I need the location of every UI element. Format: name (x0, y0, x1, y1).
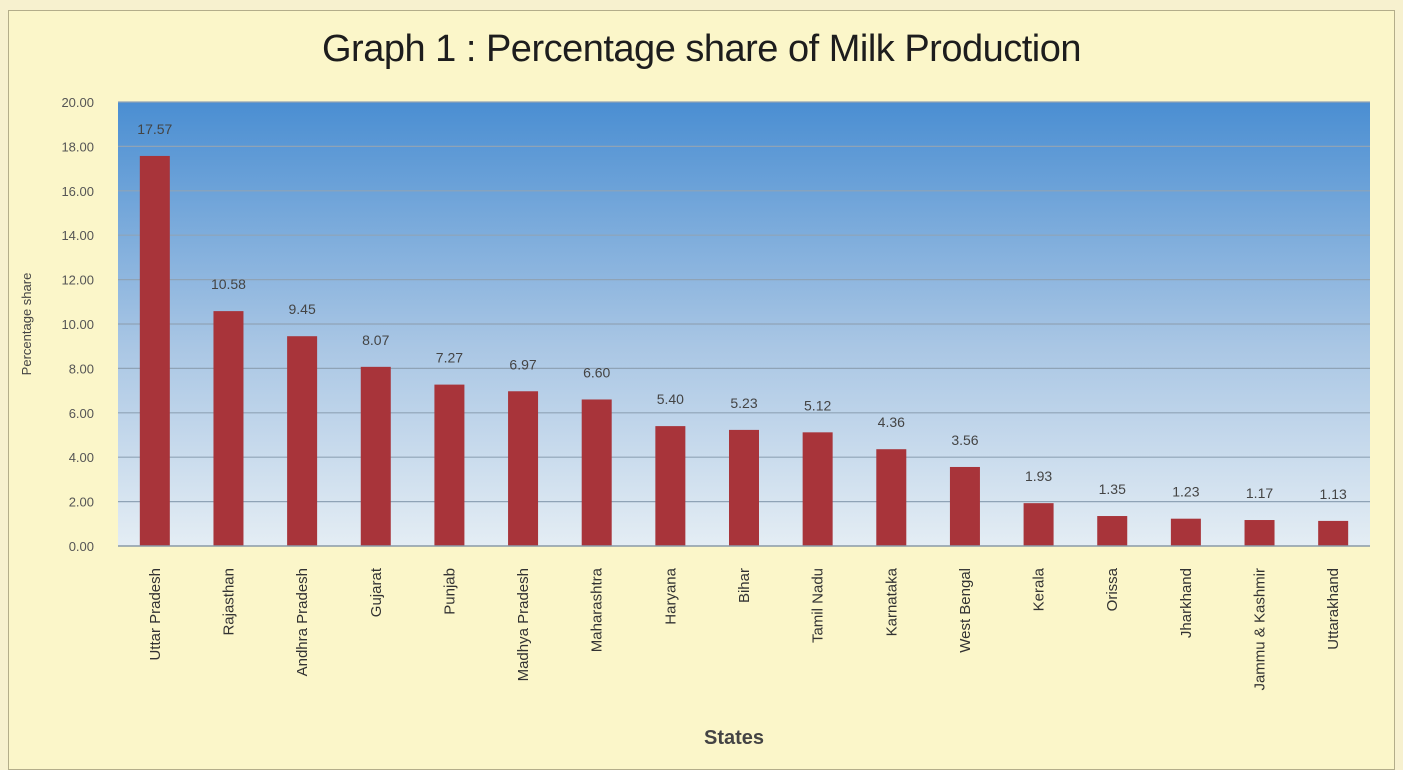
data-label: 1.17 (1246, 485, 1273, 501)
data-label: 6.97 (509, 356, 536, 372)
data-label: 5.12 (804, 397, 831, 413)
x-tick-label: Jharkhand (1178, 568, 1195, 638)
bar (729, 429, 759, 546)
x-tick-label: Haryana (662, 567, 679, 624)
data-label: 5.40 (657, 391, 684, 407)
x-tick-label: Kerala (1031, 567, 1048, 611)
bar (949, 466, 980, 546)
data-label: 5.23 (730, 395, 757, 411)
data-label: 17.57 (137, 121, 172, 137)
data-label: 7.27 (436, 350, 463, 366)
y-tick-label: 2.00 (69, 495, 94, 510)
data-label: 1.35 (1099, 481, 1126, 497)
x-tick-label: Bihar (736, 568, 753, 603)
data-label: 6.60 (583, 364, 610, 380)
data-label: 4.36 (878, 414, 905, 430)
bar (802, 432, 833, 546)
data-label: 1.93 (1025, 468, 1052, 484)
x-tick-label: Tamil Nadu (810, 568, 827, 643)
bar (876, 449, 907, 546)
data-label: 1.23 (1172, 484, 1199, 500)
bar (213, 311, 244, 546)
y-tick-label: 10.00 (61, 317, 94, 332)
bar (1170, 518, 1201, 546)
y-tick-label: 14.00 (61, 228, 94, 243)
y-tick-label: 12.00 (61, 273, 94, 288)
x-axis-ticks: Uttar Pradesh Rajasthan Andhra Pradesh Guja… (147, 567, 1342, 690)
y-axis-label: Percentage share (19, 273, 34, 376)
x-tick-label: Punjab (441, 568, 458, 615)
data-label: 8.07 (362, 332, 389, 348)
bar (360, 366, 391, 546)
data-label: 3.56 (951, 432, 978, 448)
bar (434, 384, 465, 546)
data-label: 1.13 (1320, 486, 1347, 502)
bar (1244, 520, 1275, 546)
x-tick-label: Orissa (1104, 567, 1121, 611)
bar (508, 391, 539, 546)
bar (1318, 520, 1349, 546)
y-tick-label: 20.00 (61, 95, 94, 110)
bar (1097, 516, 1128, 546)
x-tick-label: Uttar Pradesh (147, 568, 164, 661)
data-label: 10.58 (211, 276, 246, 292)
data-labels: 17.57 10.58 9.45 8.07 7.27 6.97 6.60 5.40 5.23 5.… (137, 121, 1347, 502)
x-tick-label: West Bengal (957, 568, 974, 653)
bar (1023, 503, 1054, 546)
gridlines (118, 101, 1370, 503)
y-tick-label: 0.00 (69, 539, 94, 554)
x-tick-label: Karnataka (883, 567, 900, 636)
chart-title: Graph 1 : Percentage share of Milk Produ… (321, 28, 1082, 70)
bar (287, 336, 318, 546)
bar (139, 155, 170, 547)
y-tick-label: 18.00 (61, 139, 94, 154)
y-tick-label: 4.00 (69, 450, 94, 465)
bar (655, 426, 686, 546)
x-tick-label: Maharashtra (589, 567, 606, 652)
x-tick-label: Andhra Pradesh (294, 568, 311, 676)
y-tick-label: 8.00 (69, 361, 94, 376)
data-label: 9.45 (288, 301, 315, 317)
x-tick-label: Rajasthan (220, 568, 237, 636)
y-tick-label: 16.00 (61, 184, 94, 199)
x-tick-label: Gujarat (368, 567, 385, 617)
bars (139, 155, 1349, 547)
y-tick-label: 6.00 (69, 406, 94, 421)
y-axis-ticks: 0.00 2.00 4.00 6.00 8.00 10.00 12.00 14.00 16.00… (61, 95, 94, 554)
x-tick-label: Jammu & Kashmir (1252, 568, 1269, 691)
x-tick-label: Madhya Pradesh (515, 568, 532, 681)
x-tick-label: Uttarakhand (1325, 568, 1342, 650)
x-axis-label: States (704, 727, 764, 749)
bar (581, 399, 612, 546)
